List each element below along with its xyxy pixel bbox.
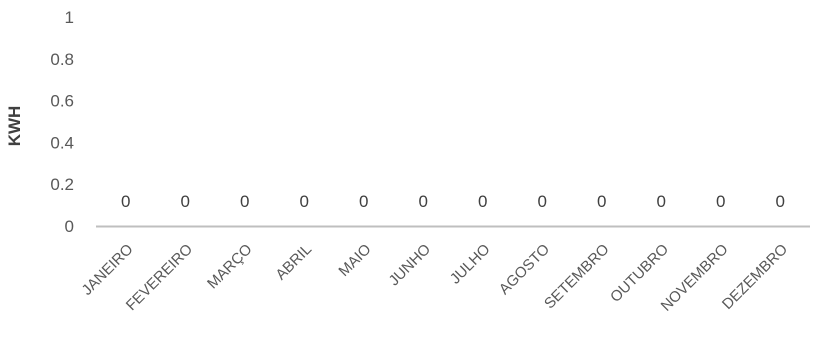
- y-tick-label: 1: [65, 8, 74, 27]
- data-label: 0: [121, 192, 130, 211]
- data-label: 0: [359, 192, 368, 211]
- y-tick-label: 0.4: [50, 133, 74, 152]
- data-label: 0: [776, 192, 785, 211]
- y-tick-label: 0.8: [50, 50, 74, 69]
- data-label: 0: [181, 192, 190, 211]
- y-tick-label: 0.6: [50, 92, 74, 111]
- data-label: 0: [240, 192, 249, 211]
- x-tick-label: JULHO: [447, 241, 494, 288]
- x-tick-label: ABRIL: [272, 241, 315, 284]
- y-tick-label: 0.2: [50, 175, 74, 194]
- data-label: 0: [419, 192, 428, 211]
- y-tick-label: 0: [65, 217, 74, 236]
- y-axis-ticks: 0 0.2 0.4 0.6 0.8 1: [50, 8, 74, 236]
- x-tick-label: MAIO: [335, 241, 374, 280]
- x-tick-label: JANEIRO: [79, 241, 137, 299]
- data-label: 0: [478, 192, 487, 211]
- x-tick-label: JUNHO: [386, 241, 435, 290]
- y-axis-label: KWH: [5, 106, 24, 147]
- data-label: 0: [300, 192, 309, 211]
- data-label: 0: [716, 192, 725, 211]
- x-tick-label: AGOSTO: [496, 241, 553, 298]
- data-label: 0: [538, 192, 547, 211]
- x-tick-label: MARÇO: [204, 241, 256, 293]
- data-label: 0: [597, 192, 606, 211]
- data-label: 0: [657, 192, 666, 211]
- x-tick-label: OUTUBRO: [607, 241, 672, 306]
- data-labels-group: 0 0 0 0 0 0 0 0 0 0 0 0: [121, 192, 785, 211]
